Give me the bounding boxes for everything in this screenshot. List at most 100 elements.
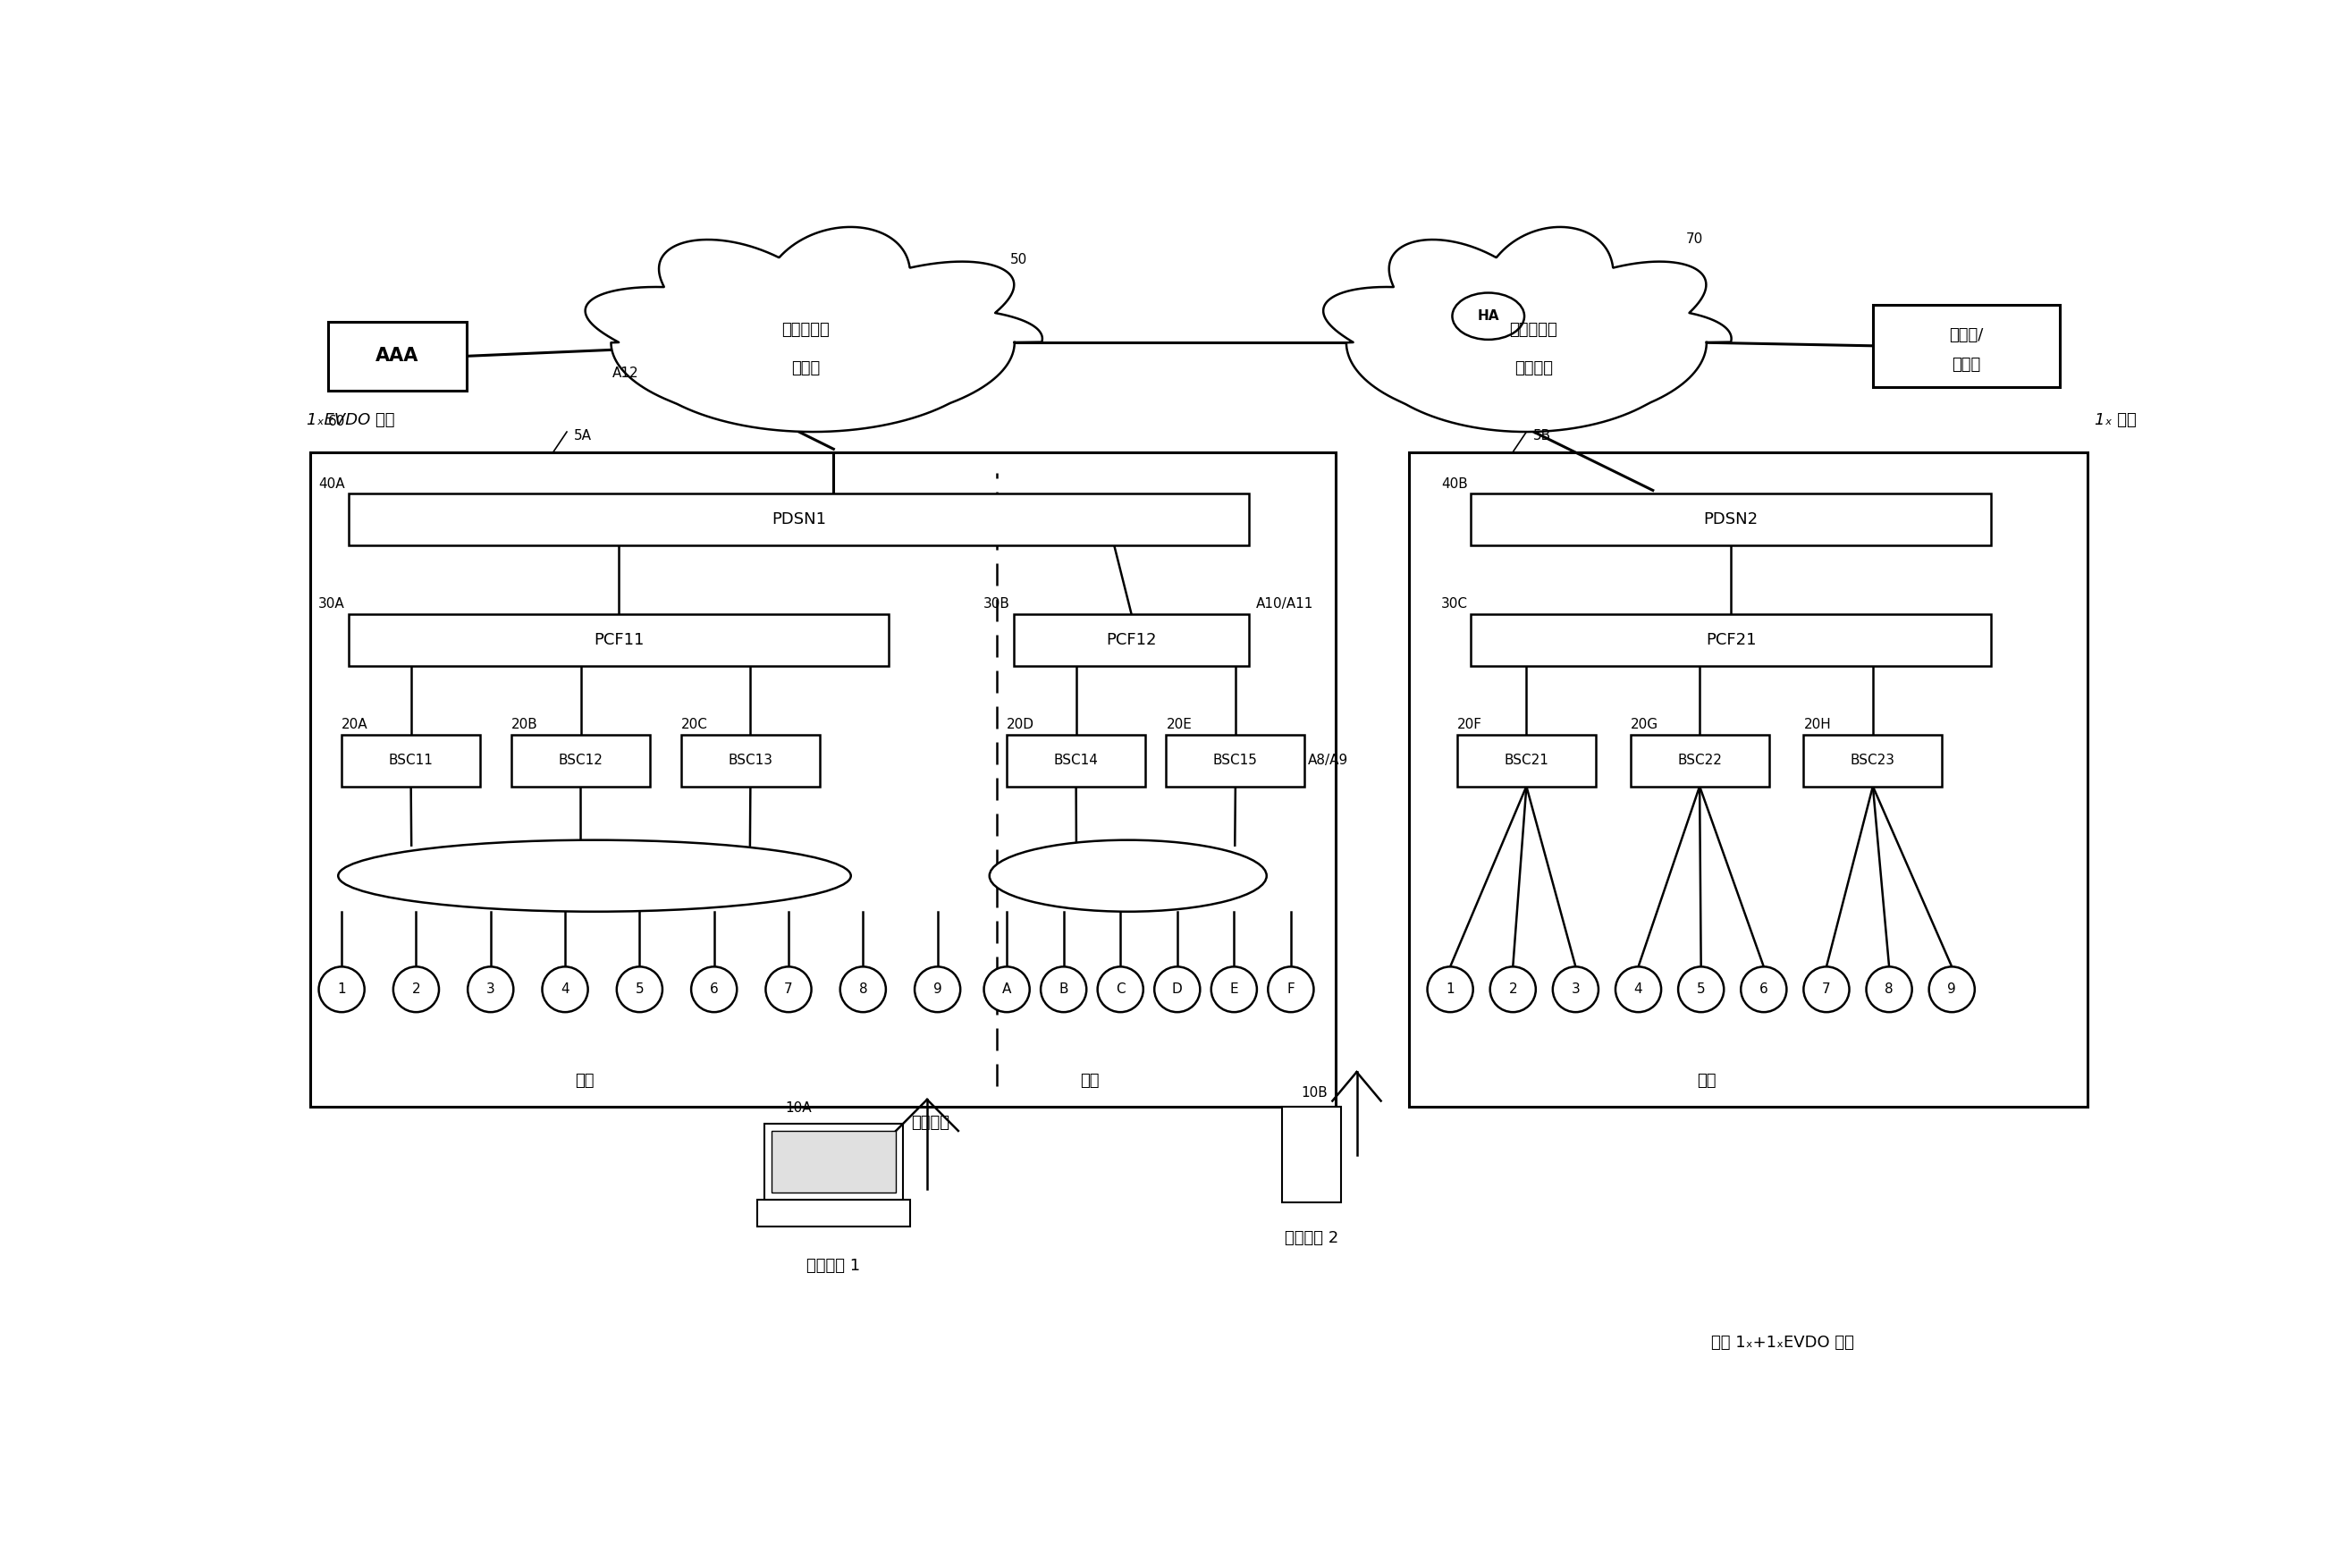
Text: 20H: 20H xyxy=(1803,718,1831,731)
Text: 9: 9 xyxy=(933,983,943,996)
Text: BSC11: BSC11 xyxy=(389,754,434,767)
Text: BSC15: BSC15 xyxy=(1212,754,1257,767)
Text: A10/A11: A10/A11 xyxy=(1257,597,1313,612)
Text: 50: 50 xyxy=(1011,252,1027,267)
Text: BSC12: BSC12 xyxy=(558,754,603,767)
Text: BSC22: BSC22 xyxy=(1677,754,1721,767)
Polygon shape xyxy=(1323,227,1731,431)
Text: 2: 2 xyxy=(1508,983,1517,996)
Text: 5: 5 xyxy=(1698,983,1705,996)
Text: A: A xyxy=(1001,983,1011,996)
FancyBboxPatch shape xyxy=(1874,304,2059,387)
Text: 1: 1 xyxy=(338,983,347,996)
Text: BSC13: BSC13 xyxy=(727,754,774,767)
Ellipse shape xyxy=(338,840,851,911)
Text: PDSN1: PDSN1 xyxy=(772,511,825,528)
Circle shape xyxy=(1740,967,1787,1011)
FancyBboxPatch shape xyxy=(1456,735,1595,786)
Text: 3: 3 xyxy=(485,983,495,996)
Text: 20G: 20G xyxy=(1630,718,1658,731)
Text: 30B: 30B xyxy=(983,597,1011,612)
FancyBboxPatch shape xyxy=(757,1200,910,1226)
Text: 简单 1ₓ+1ₓEVDO 网络: 简单 1ₓ+1ₓEVDO 网络 xyxy=(1712,1334,1855,1350)
Circle shape xyxy=(617,967,661,1011)
Circle shape xyxy=(1210,967,1257,1011)
Text: 用网络: 用网络 xyxy=(790,361,821,376)
FancyBboxPatch shape xyxy=(1630,735,1768,786)
Circle shape xyxy=(319,967,363,1011)
Text: F: F xyxy=(1287,983,1294,996)
FancyBboxPatch shape xyxy=(772,1131,896,1192)
Text: 1ₓ 网络: 1ₓ 网络 xyxy=(2094,412,2136,428)
Text: 20E: 20E xyxy=(1165,718,1191,731)
FancyBboxPatch shape xyxy=(511,735,650,786)
Circle shape xyxy=(1041,967,1086,1011)
Text: 6: 6 xyxy=(711,983,718,996)
FancyBboxPatch shape xyxy=(1409,453,2087,1107)
FancyBboxPatch shape xyxy=(310,453,1337,1107)
Text: 40A: 40A xyxy=(319,477,345,491)
Text: BSC21: BSC21 xyxy=(1503,754,1548,767)
FancyBboxPatch shape xyxy=(1470,615,1991,666)
FancyBboxPatch shape xyxy=(349,494,1250,546)
Text: 扇区: 扇区 xyxy=(575,1073,593,1090)
Circle shape xyxy=(1097,967,1144,1011)
Text: AAA: AAA xyxy=(375,347,420,365)
Text: 移动装置 2: 移动装置 2 xyxy=(1285,1231,1339,1247)
Text: 7: 7 xyxy=(783,983,793,996)
Text: 7: 7 xyxy=(1822,983,1831,996)
Text: PCF12: PCF12 xyxy=(1107,632,1156,648)
Text: BSC14: BSC14 xyxy=(1053,754,1097,767)
Circle shape xyxy=(1679,967,1724,1011)
Circle shape xyxy=(767,967,811,1011)
Text: 30A: 30A xyxy=(319,597,345,612)
Text: 服务器/: 服务器/ xyxy=(1949,328,1984,343)
Text: E: E xyxy=(1229,983,1238,996)
Text: 本地网络: 本地网络 xyxy=(1515,361,1552,376)
Text: 8: 8 xyxy=(1885,983,1892,996)
Text: 20B: 20B xyxy=(511,718,537,731)
Text: 移动装置的: 移动装置的 xyxy=(1510,321,1557,339)
Text: 3: 3 xyxy=(1571,983,1581,996)
Text: 因特网或专: 因特网或专 xyxy=(781,321,830,339)
FancyBboxPatch shape xyxy=(1803,735,1942,786)
FancyBboxPatch shape xyxy=(680,735,821,786)
Text: 移动装置 1: 移动装置 1 xyxy=(807,1258,861,1273)
Ellipse shape xyxy=(990,840,1266,911)
Text: 子网边界: 子网边界 xyxy=(912,1115,950,1131)
Text: BSC23: BSC23 xyxy=(1850,754,1895,767)
Circle shape xyxy=(840,967,886,1011)
Circle shape xyxy=(1552,967,1599,1011)
FancyBboxPatch shape xyxy=(342,735,481,786)
Circle shape xyxy=(692,967,736,1011)
Circle shape xyxy=(1428,967,1473,1011)
Text: 60: 60 xyxy=(328,414,345,428)
Text: 1ₓEVDO 网络: 1ₓEVDO 网络 xyxy=(307,412,394,428)
Circle shape xyxy=(1803,967,1850,1011)
Text: 对等物: 对等物 xyxy=(1951,358,1982,373)
Text: 10B: 10B xyxy=(1301,1087,1327,1099)
Text: 20D: 20D xyxy=(1006,718,1034,731)
Text: 5B: 5B xyxy=(1534,428,1552,442)
Text: D: D xyxy=(1172,983,1182,996)
Circle shape xyxy=(542,967,589,1011)
Text: C: C xyxy=(1116,983,1126,996)
Text: 40B: 40B xyxy=(1440,477,1468,491)
Text: HA: HA xyxy=(1477,309,1498,323)
Text: 70: 70 xyxy=(1686,232,1702,246)
Text: 20C: 20C xyxy=(680,718,708,731)
FancyBboxPatch shape xyxy=(349,615,889,666)
Circle shape xyxy=(1930,967,1974,1011)
FancyBboxPatch shape xyxy=(1470,494,1991,546)
Text: 1: 1 xyxy=(1447,983,1454,996)
Circle shape xyxy=(1489,967,1536,1011)
FancyBboxPatch shape xyxy=(328,321,467,390)
Circle shape xyxy=(1867,967,1911,1011)
Text: 5A: 5A xyxy=(575,428,591,442)
FancyBboxPatch shape xyxy=(1013,615,1250,666)
Text: 8: 8 xyxy=(858,983,868,996)
Circle shape xyxy=(985,967,1029,1011)
Ellipse shape xyxy=(1452,293,1524,340)
Text: A12: A12 xyxy=(612,367,638,379)
Text: 10A: 10A xyxy=(786,1101,811,1115)
